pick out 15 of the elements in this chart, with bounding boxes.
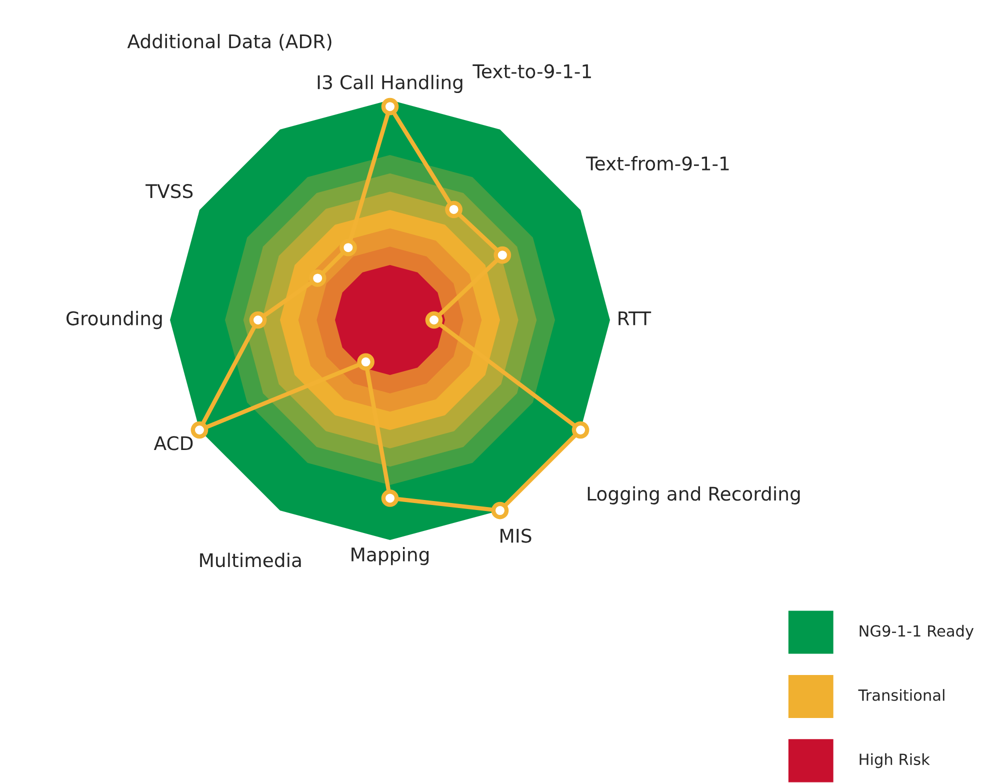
spoke-label: Text-to-9-1-1: [472, 64, 591, 78]
spoke-label: I3 Call Handling: [318, 74, 462, 93]
spoke-label: RTT: [618, 312, 652, 326]
spoke-label: Grounding: [66, 310, 162, 330]
text: High Risk: [860, 753, 930, 768]
spoke-label: Multimedia: [200, 552, 301, 568]
text: NG9-1-1 Ready: [860, 624, 974, 640]
spoke-label: TVSS: [146, 184, 193, 198]
spoke-label: Logging and Recording: [588, 486, 800, 504]
spoke-label: Mapping: [352, 547, 429, 566]
spoke-label: Additional Data (ADR): [127, 34, 332, 51]
spoke-label: ACD: [154, 436, 193, 450]
text: Transitional: [858, 689, 944, 701]
spoke-label: Text-from-9-1-1: [586, 156, 729, 171]
spoke-label: MIS: [500, 528, 532, 543]
